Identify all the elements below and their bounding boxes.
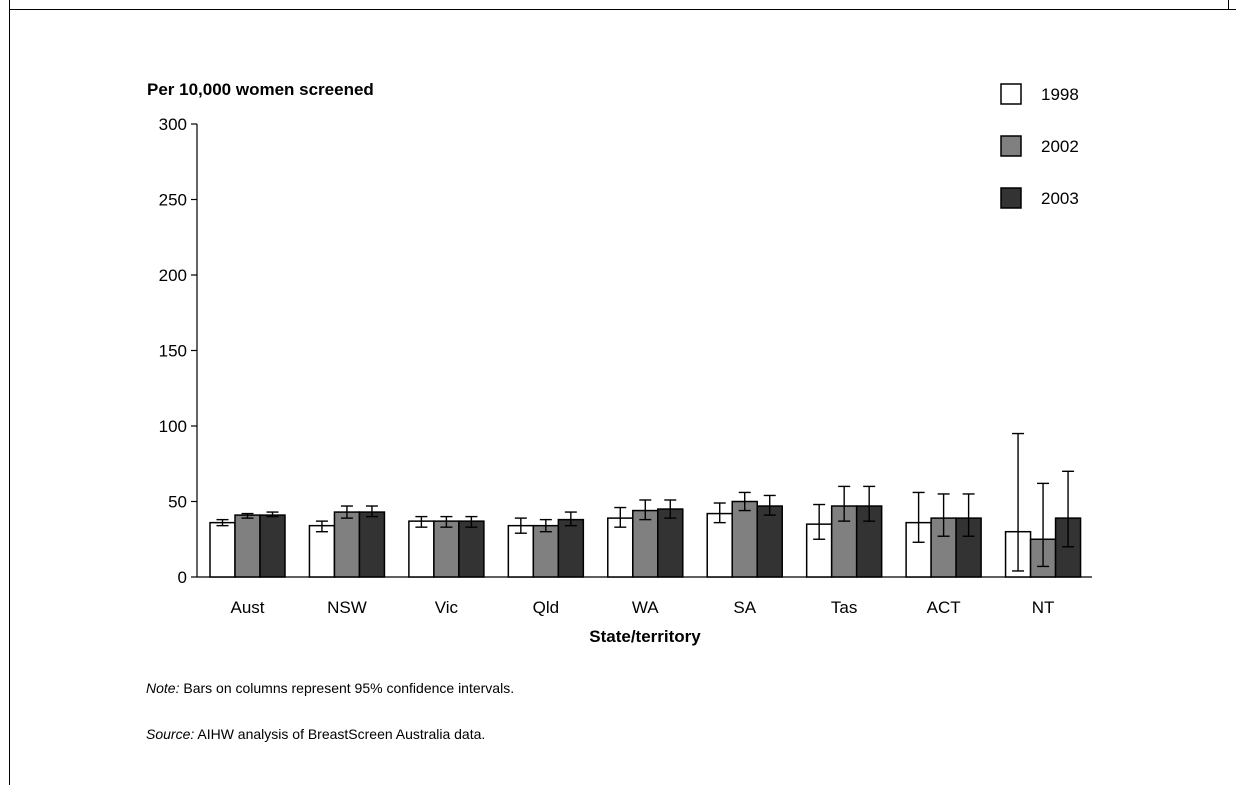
note-label: Note: <box>146 680 180 696</box>
bar-wa-2002 <box>632 509 659 578</box>
x-tick-label: Qld <box>533 598 559 617</box>
bar-qld-2002 <box>532 524 560 578</box>
x-tick-label: WA <box>632 598 659 617</box>
bar-aust-2003 <box>259 514 286 578</box>
legend-label: 2002 <box>1041 137 1079 156</box>
bar-qld-2003 <box>557 518 585 578</box>
chart-note: Note: Bars on columns represent 95% conf… <box>146 680 514 696</box>
source-text: AIHW analysis of BreastScreen Australia … <box>194 726 486 742</box>
figure-frame-right <box>1228 0 1229 10</box>
x-tick-labels: Aust NSW Vic Qld WA SA Tas ACT NT <box>230 598 1054 617</box>
bar-aust-2002 <box>234 514 261 578</box>
figure-frame-left <box>9 0 10 785</box>
source-label: Source: <box>146 726 195 742</box>
y-tick-label: 100 <box>159 417 187 436</box>
y-tick-label: 200 <box>159 266 187 285</box>
y-tick-label: 50 <box>168 493 187 512</box>
bar-sa-1998 <box>706 512 733 578</box>
bar-nsw-1998 <box>308 524 336 578</box>
x-tick-label: Vic <box>435 598 459 617</box>
figure-frame-top <box>9 9 1236 10</box>
legend-swatch <box>1000 187 1022 209</box>
bar-vic-2002 <box>433 520 460 578</box>
y-tick-label: 250 <box>159 191 187 210</box>
legend-label: 1998 <box>1041 85 1079 104</box>
bar-nsw-2002 <box>333 511 361 578</box>
y-tick-label: 150 <box>159 342 187 361</box>
bar-vic-1998 <box>408 520 435 578</box>
y-axis-label: Per 10,000 women screened <box>147 80 374 99</box>
legend-swatch <box>1000 135 1022 157</box>
bar-wa-2003 <box>657 508 684 578</box>
legend-swatch <box>1000 83 1022 105</box>
bar-sa-2003 <box>756 505 783 578</box>
bar-nsw-2003 <box>358 511 386 578</box>
bar-sa-2002 <box>731 500 758 578</box>
chart-source: Source: AIHW analysis of BreastScreen Au… <box>146 726 485 742</box>
x-tick-label: NSW <box>327 598 367 617</box>
legend-label: 2003 <box>1041 189 1079 208</box>
x-tick-label: NT <box>1032 598 1055 617</box>
x-tick-label: ACT <box>927 598 961 617</box>
x-tick-label: SA <box>733 598 756 617</box>
note-text: Bars on columns represent 95% confidence… <box>179 680 515 696</box>
bar-wa-1998 <box>607 517 634 578</box>
x-tick-label: Tas <box>831 598 857 617</box>
bar-aust-1998 <box>209 521 236 578</box>
x-tick-label: Aust <box>230 598 264 617</box>
y-ticks: 0 50 100 150 200 250 300 <box>159 115 197 587</box>
bar-groups <box>209 432 1082 578</box>
y-tick-label: 0 <box>178 568 187 587</box>
y-tick-label: 300 <box>159 115 187 134</box>
bar-vic-2003 <box>458 520 485 578</box>
legend: 1998 2002 2003 <box>1000 83 1079 209</box>
x-axis-label: State/territory <box>589 627 701 646</box>
bar-chart: Per 10,000 women screened State/territor… <box>147 80 1092 646</box>
